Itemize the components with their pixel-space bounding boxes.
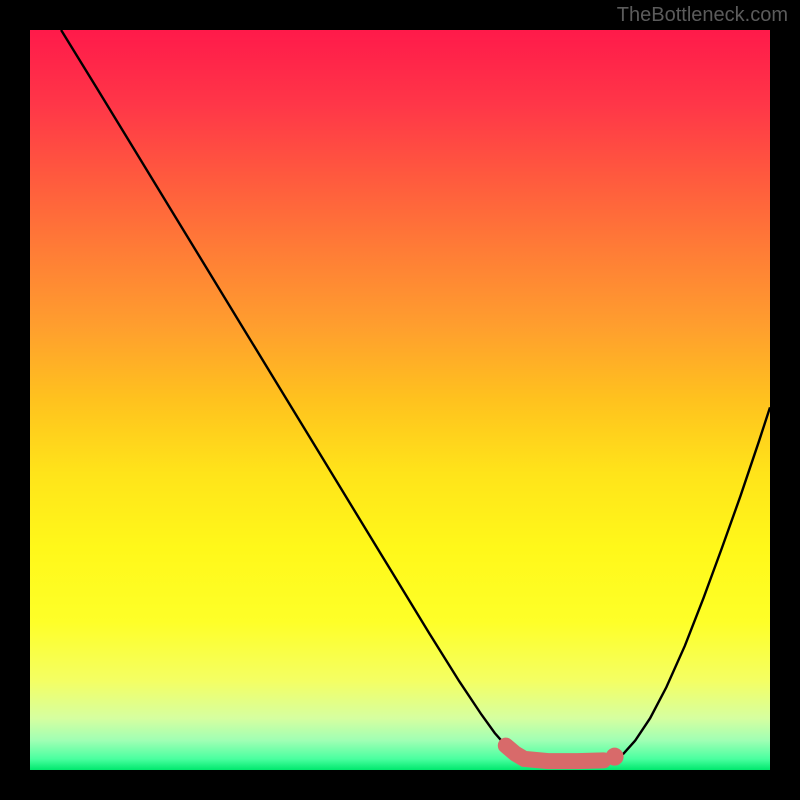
frame-right xyxy=(770,0,800,800)
curve-right xyxy=(615,407,770,759)
trough-dot xyxy=(606,748,624,766)
curve-left xyxy=(61,30,524,759)
frame-left xyxy=(0,0,30,800)
watermark-text: TheBottleneck.com xyxy=(617,4,788,27)
chart-svg xyxy=(30,30,770,770)
frame-bottom xyxy=(0,770,800,800)
trough-mark xyxy=(506,746,604,762)
plot-area xyxy=(30,30,770,770)
